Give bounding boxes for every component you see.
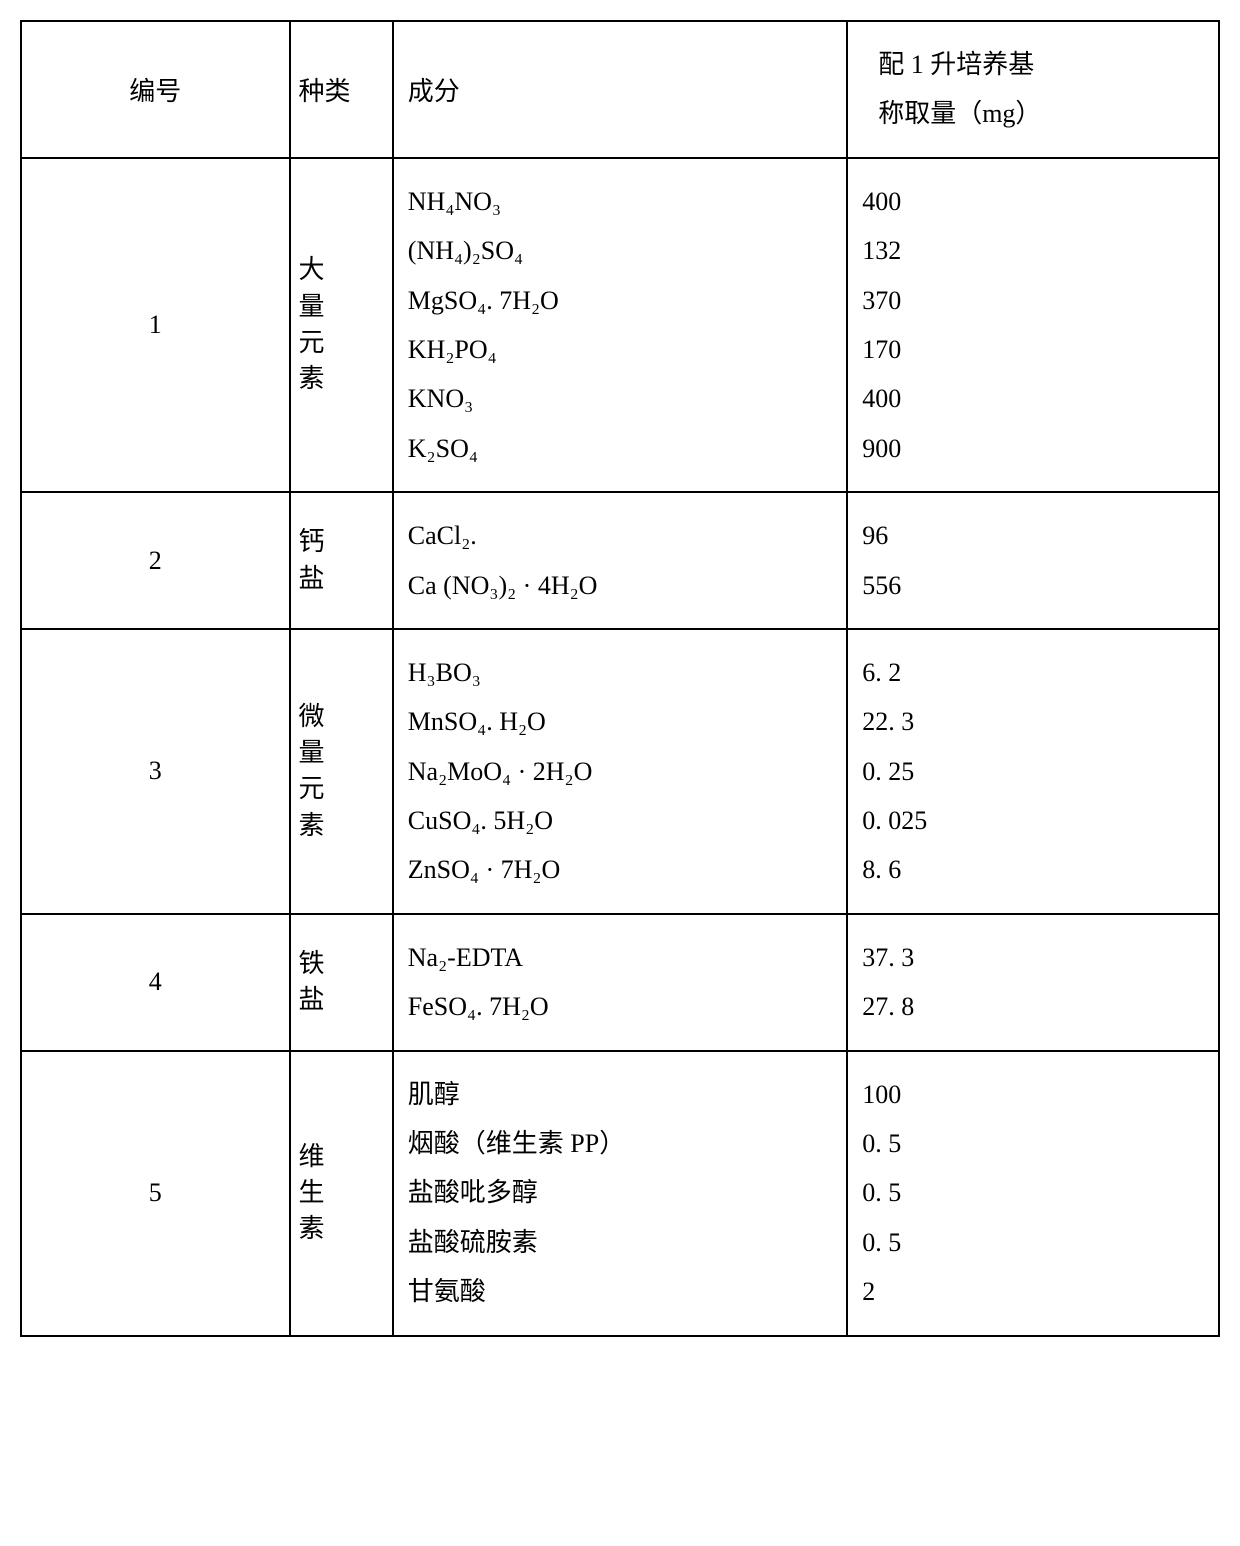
- amount-line: 0. 5: [862, 1168, 1204, 1217]
- component-line: Ca (NO₃)₂ · 4H₂O: [408, 561, 832, 610]
- amount-line: 0. 25: [862, 747, 1204, 796]
- component-line: Na₂-EDTA: [408, 933, 832, 982]
- table-row: 2钙盐CaCl₂.Ca (NO₃)₂ · 4H₂O96556: [21, 492, 1219, 629]
- row-components: H₃BO₃MnSO₄. H₂ONa₂MoO₄ · 2H₂OCuSO₄. 5H₂O…: [393, 629, 847, 914]
- amount-line: 132: [862, 226, 1204, 275]
- amount-line: 370: [862, 276, 1204, 325]
- amount-line: 170: [862, 325, 1204, 374]
- row-components: Na₂-EDTAFeSO₄. 7H₂O: [393, 914, 847, 1051]
- component-line: KNO₃: [408, 374, 832, 423]
- component-line: 甘氨酸: [408, 1267, 832, 1316]
- type-char: 素: [299, 361, 384, 397]
- row-type: 铁盐: [290, 914, 393, 1051]
- row-type: 维生素: [290, 1051, 393, 1336]
- table-row: 5维生素肌醇烟酸（维生素 PP）盐酸吡多醇盐酸硫胺素甘氨酸1000. 50. 5…: [21, 1051, 1219, 1336]
- component-line: (NH₄)₂SO₄: [408, 226, 832, 275]
- amount-line: 2: [862, 1267, 1204, 1316]
- type-char: 量: [299, 735, 384, 771]
- amount-line: 400: [862, 177, 1204, 226]
- component-line: 烟酸（维生素 PP）: [408, 1119, 832, 1168]
- type-char: 素: [299, 1211, 384, 1247]
- type-char: 盐: [299, 982, 384, 1018]
- component-line: CuSO₄. 5H₂O: [408, 796, 832, 845]
- type-char: 生: [299, 1175, 384, 1211]
- table-header-row: 编号 种类 成分 配 1 升培养基 称取量（mg）: [21, 21, 1219, 158]
- component-line: MnSO₄. H₂O: [408, 697, 832, 746]
- amount-line: 100: [862, 1070, 1204, 1119]
- type-char: 维: [299, 1139, 384, 1175]
- row-type: 微量元素: [290, 629, 393, 914]
- type-char: 盐: [299, 561, 384, 597]
- row-amounts: 6. 222. 30. 250. 0258. 6: [847, 629, 1219, 914]
- type-char: 元: [299, 325, 384, 361]
- row-number: 4: [21, 914, 290, 1051]
- header-amount-line1: 配 1 升培养基: [878, 40, 1204, 89]
- amount-line: 6. 2: [862, 648, 1204, 697]
- component-line: 盐酸硫胺素: [408, 1218, 832, 1267]
- header-number: 编号: [21, 21, 290, 158]
- component-line: ZnSO₄ · 7H₂O: [408, 845, 832, 894]
- header-amount: 配 1 升培养基 称取量（mg）: [847, 21, 1219, 158]
- component-line: H₃BO₃: [408, 648, 832, 697]
- type-char: 钙: [299, 524, 384, 560]
- table-body: 1大量元素NH₄NO₃(NH₄)₂SO₄MgSO₄. 7H₂OKH₂PO₄KNO…: [21, 158, 1219, 1336]
- component-line: 盐酸吡多醇: [408, 1168, 832, 1217]
- amount-line: 37. 3: [862, 933, 1204, 982]
- row-number: 1: [21, 158, 290, 492]
- type-char: 微: [299, 699, 384, 735]
- row-amounts: 1000. 50. 50. 52: [847, 1051, 1219, 1336]
- amount-line: 96: [862, 511, 1204, 560]
- row-amounts: 37. 327. 8: [847, 914, 1219, 1051]
- amount-line: 0. 025: [862, 796, 1204, 845]
- row-type: 大量元素: [290, 158, 393, 492]
- row-number: 3: [21, 629, 290, 914]
- table-row: 4铁盐Na₂-EDTAFeSO₄. 7H₂O37. 327. 8: [21, 914, 1219, 1051]
- amount-line: 0. 5: [862, 1119, 1204, 1168]
- amount-line: 27. 8: [862, 982, 1204, 1031]
- amount-line: 22. 3: [862, 697, 1204, 746]
- amount-line: 900: [862, 424, 1204, 473]
- row-components: CaCl₂.Ca (NO₃)₂ · 4H₂O: [393, 492, 847, 629]
- type-char: 大: [299, 252, 384, 288]
- header-amount-line2: 称取量（mg）: [878, 89, 1204, 138]
- component-line: CaCl₂.: [408, 511, 832, 560]
- header-component: 成分: [393, 21, 847, 158]
- type-char: 铁: [299, 946, 384, 982]
- component-line: 肌醇: [408, 1070, 832, 1119]
- type-char: 素: [299, 808, 384, 844]
- row-type: 钙盐: [290, 492, 393, 629]
- row-amounts: 96556: [847, 492, 1219, 629]
- culture-medium-table: 编号 种类 成分 配 1 升培养基 称取量（mg） 1大量元素NH₄NO₃(NH…: [20, 20, 1220, 1337]
- table-row: 3微量元素H₃BO₃MnSO₄. H₂ONa₂MoO₄ · 2H₂OCuSO₄.…: [21, 629, 1219, 914]
- row-components: NH₄NO₃(NH₄)₂SO₄MgSO₄. 7H₂OKH₂PO₄KNO₃K₂SO…: [393, 158, 847, 492]
- amount-line: 400: [862, 374, 1204, 423]
- component-line: Na₂MoO₄ · 2H₂O: [408, 747, 832, 796]
- component-line: NH₄NO₃: [408, 177, 832, 226]
- amount-line: 556: [862, 561, 1204, 610]
- type-char: 量: [299, 289, 384, 325]
- component-line: MgSO₄. 7H₂O: [408, 276, 832, 325]
- component-line: KH₂PO₄: [408, 325, 832, 374]
- type-char: 元: [299, 771, 384, 807]
- header-type: 种类: [290, 21, 393, 158]
- row-amounts: 400132370170400900: [847, 158, 1219, 492]
- amount-line: 8. 6: [862, 845, 1204, 894]
- row-components: 肌醇烟酸（维生素 PP）盐酸吡多醇盐酸硫胺素甘氨酸: [393, 1051, 847, 1336]
- component-line: K₂SO₄: [408, 424, 832, 473]
- amount-line: 0. 5: [862, 1218, 1204, 1267]
- table-row: 1大量元素NH₄NO₃(NH₄)₂SO₄MgSO₄. 7H₂OKH₂PO₄KNO…: [21, 158, 1219, 492]
- row-number: 5: [21, 1051, 290, 1336]
- row-number: 2: [21, 492, 290, 629]
- component-line: FeSO₄. 7H₂O: [408, 982, 832, 1031]
